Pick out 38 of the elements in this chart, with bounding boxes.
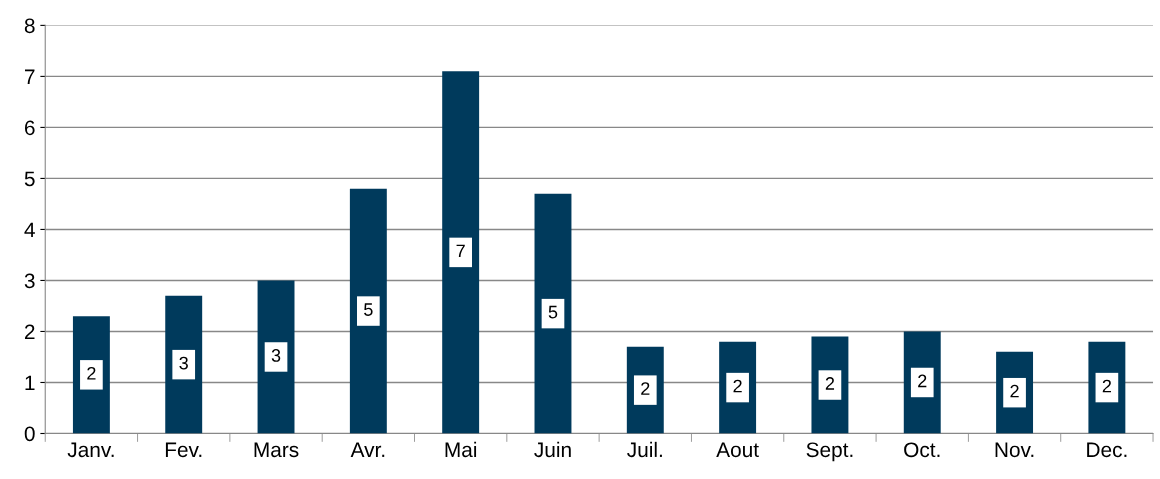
data-label: 2 bbox=[733, 379, 742, 393]
data-label: 2 bbox=[1102, 379, 1111, 393]
bar bbox=[442, 71, 480, 434]
data-label: 5 bbox=[364, 303, 373, 316]
data-label: 2 bbox=[1010, 384, 1019, 398]
x-tick-label: Oct. bbox=[904, 442, 940, 458]
y-tick-label: 2 bbox=[24, 324, 35, 340]
x-tick-label: Juin bbox=[534, 441, 571, 458]
data-label: 7 bbox=[456, 244, 465, 258]
data-label: 3 bbox=[179, 356, 188, 370]
y-tick-label: 5 bbox=[24, 171, 35, 187]
data-label: 2 bbox=[87, 366, 96, 380]
y-tick-label: 6 bbox=[24, 120, 35, 136]
data-label: 5 bbox=[548, 305, 558, 319]
x-tick-label: Mars bbox=[254, 442, 299, 458]
x-tick-label: Avr. bbox=[350, 442, 385, 457]
bar bbox=[349, 188, 387, 434]
y-tick-label: 1 bbox=[25, 375, 35, 391]
y-tick-label: 4 bbox=[24, 222, 35, 237]
data-label: 2 bbox=[918, 374, 927, 388]
bar bbox=[165, 295, 203, 434]
y-tick-label: 3 bbox=[24, 273, 35, 289]
x-tick-label: Nov. bbox=[995, 442, 1034, 458]
x-tick-label: Dec. bbox=[1087, 442, 1127, 458]
data-label: 2 bbox=[641, 382, 650, 395]
bar bbox=[534, 193, 572, 434]
x-tick-label: Janv. bbox=[67, 442, 114, 458]
x-tick-label: Mai bbox=[445, 441, 477, 458]
y-tick-label: 0 bbox=[24, 426, 35, 442]
data-label: 3 bbox=[271, 349, 281, 362]
data-label: 2 bbox=[825, 377, 835, 390]
y-tick-label: 7 bbox=[25, 69, 35, 84]
x-tick-label: Aout bbox=[716, 442, 759, 458]
x-tick-label: Sept. bbox=[806, 442, 853, 462]
bar bbox=[257, 280, 295, 434]
x-tick-label: Juil. bbox=[627, 441, 662, 458]
x-tick-label: Fev. bbox=[165, 442, 202, 458]
y-tick-label: 8 bbox=[24, 18, 35, 34]
